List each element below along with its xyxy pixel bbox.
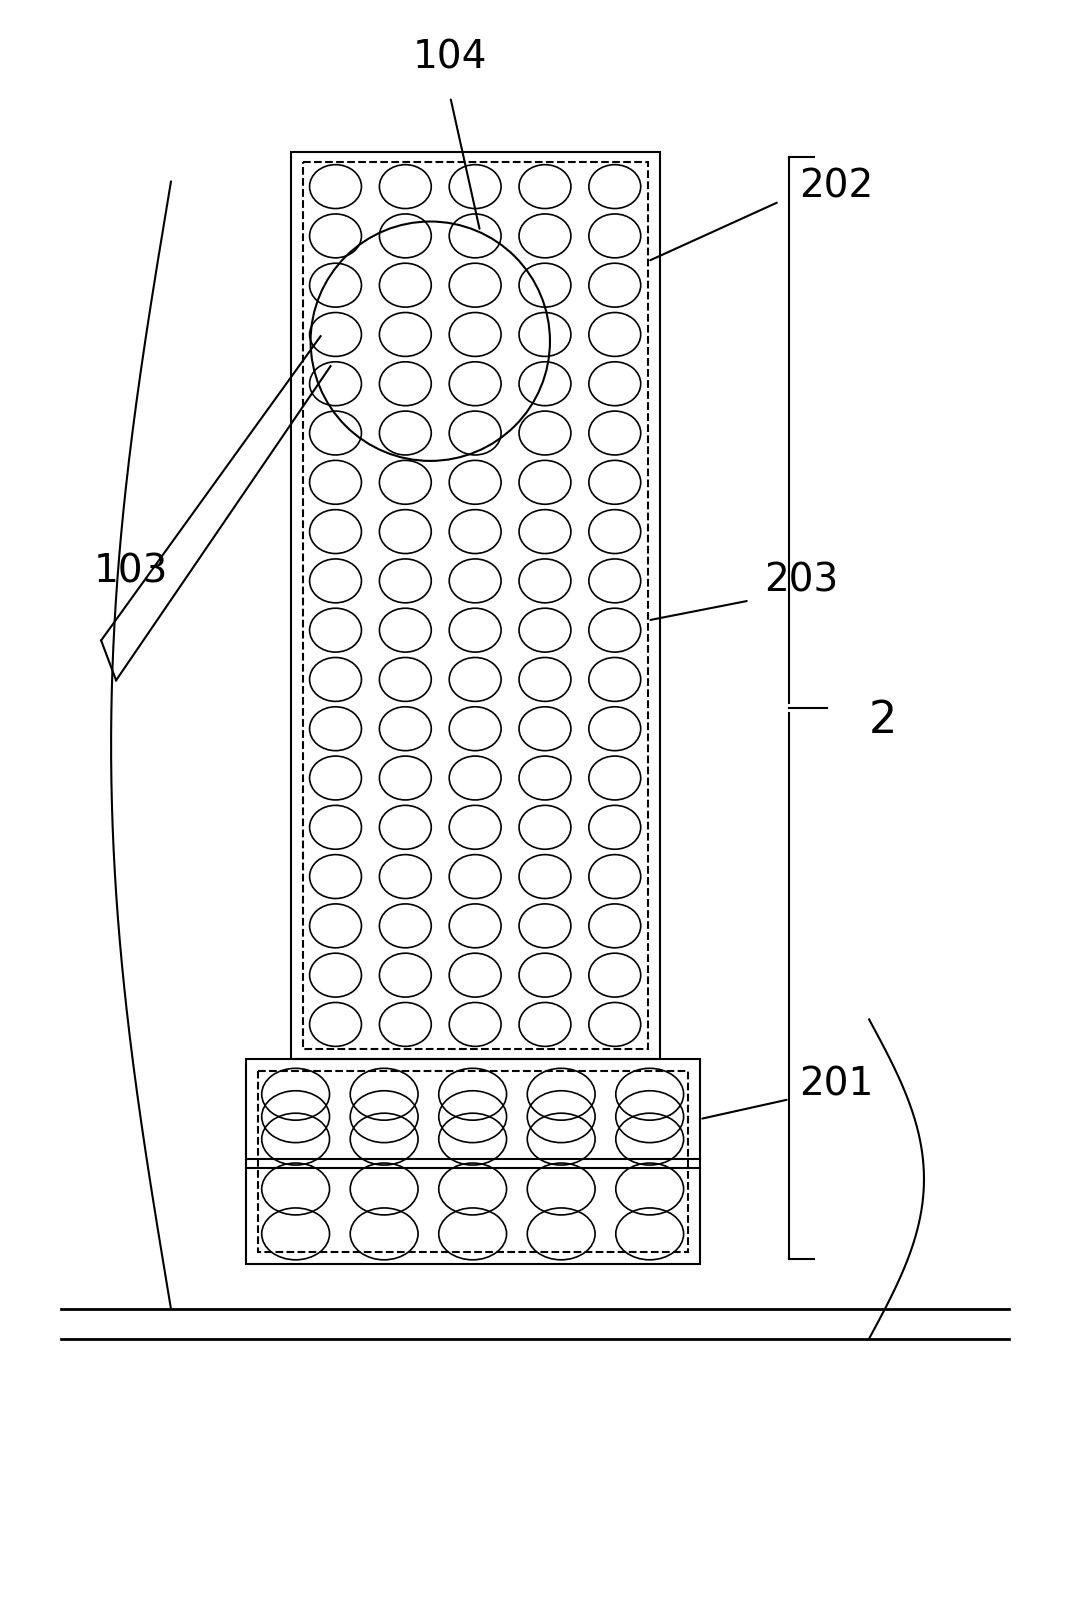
Bar — [303, 162, 648, 1050]
Bar — [258, 1071, 687, 1252]
Text: 2: 2 — [870, 698, 897, 742]
Text: 104: 104 — [413, 39, 488, 77]
Bar — [290, 152, 659, 1059]
Text: 103: 103 — [94, 552, 169, 591]
Text: 203: 203 — [764, 562, 839, 600]
Text: 202: 202 — [799, 167, 874, 205]
Bar — [245, 1059, 700, 1263]
Text: 201: 201 — [799, 1066, 874, 1103]
